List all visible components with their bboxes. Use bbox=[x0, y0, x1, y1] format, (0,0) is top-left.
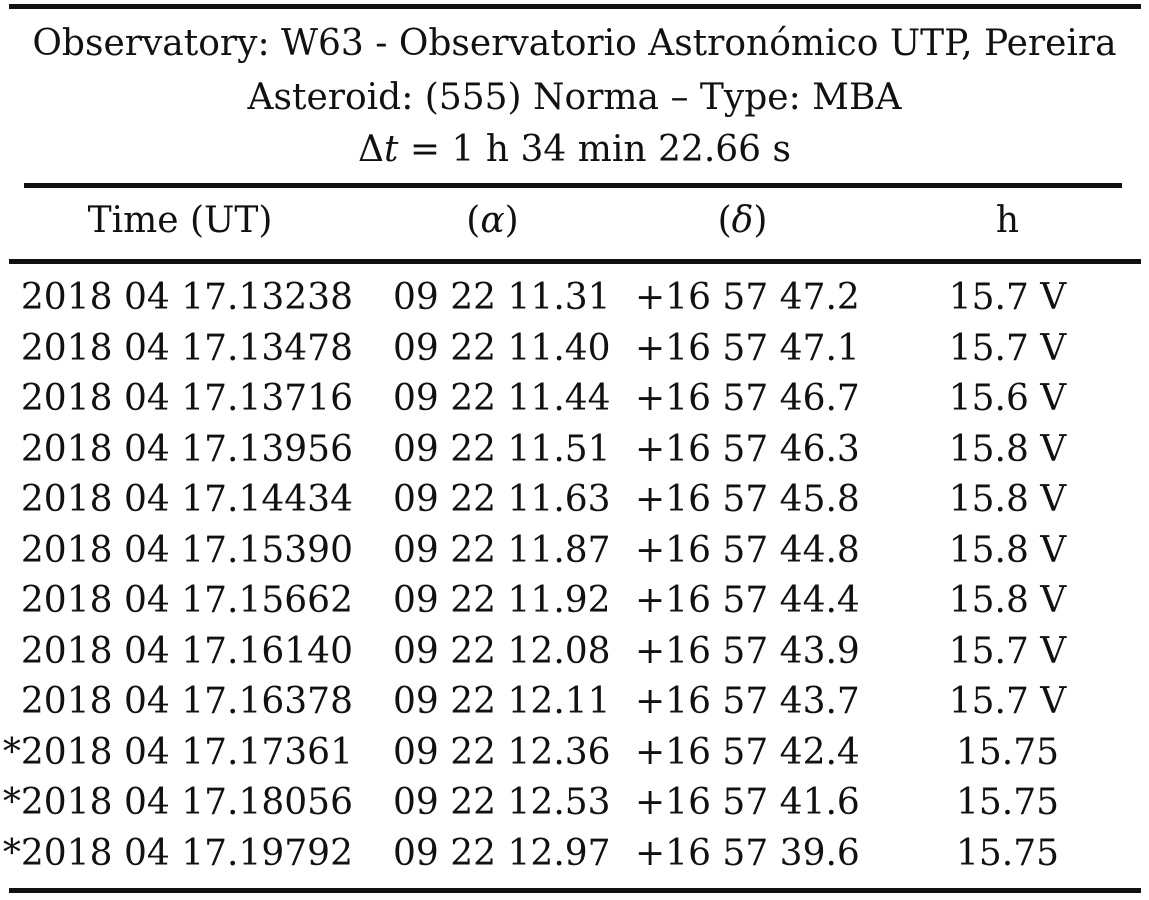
cell-declination: +16 57 47.1 bbox=[635, 327, 860, 369]
cell-right-ascension: 09 22 12.36 bbox=[393, 731, 611, 773]
cell-right-ascension: 09 22 11.40 bbox=[393, 327, 611, 369]
cell-right-ascension: 09 22 11.31 bbox=[393, 277, 611, 318]
table-row: *2018 04 17.19792 09 22 12.97 +16 57 39.6 1… bbox=[0, 829, 1149, 879]
delta-t-value: = 1 h 34 min 22.66 s bbox=[398, 129, 791, 170]
cell-magnitude: 15.8 V bbox=[948, 428, 1067, 470]
caption-delta-t: Δt = 1 h 34 min 22.66 s bbox=[0, 130, 1149, 170]
cell-time: 2018 04 17.13478 bbox=[20, 327, 353, 369]
cell-declination: +16 57 39.6 bbox=[635, 832, 860, 874]
cell-declination: +16 57 46.7 bbox=[635, 378, 860, 419]
table-row: 2018 04 17.13716 09 22 11.44 +16 57 46.7 15… bbox=[0, 374, 1149, 424]
cell-declination: +16 57 41.6 bbox=[635, 782, 860, 823]
caption-rule bbox=[24, 183, 1122, 188]
cell-right-ascension: 09 22 11.63 bbox=[393, 479, 611, 520]
delta-t-symbol: Δt bbox=[357, 129, 399, 170]
cell-declination: +16 57 46.3 bbox=[635, 428, 860, 470]
table-row: 2018 04 17.16140 09 22 12.08 +16 57 43.9 15… bbox=[0, 627, 1149, 677]
table-row: 2018 04 17.13238 09 22 11.31 +16 57 47.2 15… bbox=[0, 273, 1149, 323]
table-row: *2018 04 17.18056 09 22 12.53 +16 57 41.6 1… bbox=[0, 778, 1149, 828]
cell-time: 2018 04 17.16140 bbox=[20, 630, 353, 672]
cell-declination: +16 57 43.7 bbox=[635, 681, 860, 722]
cell-time: 2018 04 17.16378 bbox=[20, 681, 353, 722]
cell-right-ascension: 09 22 12.97 bbox=[393, 832, 611, 874]
cell-declination: +16 57 44.4 bbox=[635, 580, 860, 621]
cell-time: *2018 04 17.18056 bbox=[2, 782, 353, 823]
cell-time: 2018 04 17.15390 bbox=[20, 529, 353, 571]
caption-asteroid: Asteroid: (555) Norma – Type: MBA bbox=[247, 77, 902, 118]
cell-magnitude: 15.75 bbox=[955, 731, 1060, 773]
header-rule bbox=[9, 259, 1141, 264]
table-row: 2018 04 17.15662 09 22 11.92 +16 57 44.4 15… bbox=[0, 576, 1149, 626]
cell-magnitude: 15.8 V bbox=[948, 529, 1067, 571]
cell-magnitude: 15.75 bbox=[955, 832, 1060, 874]
table-row: 2018 04 17.13956 09 22 11.51 +16 57 46.3 15… bbox=[0, 425, 1149, 475]
table-row: 2018 04 17.16378 09 22 12.11 +16 57 43.7 15… bbox=[0, 677, 1149, 727]
cell-right-ascension: 09 22 12.53 bbox=[393, 782, 611, 823]
cell-time: *2018 04 17.17361 bbox=[2, 731, 353, 773]
cell-declination: +16 57 47.2 bbox=[635, 277, 860, 318]
cell-time: 2018 04 17.15662 bbox=[20, 580, 353, 621]
cell-right-ascension: 09 22 11.92 bbox=[393, 580, 611, 621]
table-row: 2018 04 17.13478 09 22 11.40 +16 57 47.1 15… bbox=[0, 324, 1149, 374]
header-right-ascension: (α) bbox=[466, 200, 519, 241]
cell-time: 2018 04 17.13238 bbox=[20, 277, 353, 318]
cell-declination: +16 57 44.8 bbox=[635, 529, 860, 571]
cell-right-ascension: 09 22 12.11 bbox=[393, 681, 611, 722]
cell-right-ascension: 09 22 11.87 bbox=[393, 529, 611, 571]
top-rule bbox=[9, 4, 1141, 9]
cell-magnitude: 15.7 V bbox=[948, 277, 1067, 318]
cell-magnitude: 15.7 V bbox=[948, 327, 1067, 369]
cell-magnitude: 15.7 V bbox=[948, 681, 1067, 722]
cell-right-ascension: 09 22 12.08 bbox=[393, 630, 611, 672]
cell-time: *2018 04 17.19792 bbox=[2, 832, 353, 874]
cell-declination: +16 57 42.4 bbox=[635, 731, 860, 773]
cell-magnitude: 15.8 V bbox=[948, 580, 1067, 621]
header-magnitude: h bbox=[995, 200, 1020, 241]
cell-time: 2018 04 17.13956 bbox=[20, 428, 353, 470]
cell-magnitude: 15.8 V bbox=[948, 479, 1067, 520]
cell-declination: +16 57 43.9 bbox=[635, 630, 860, 672]
table-row: 2018 04 17.15390 09 22 11.87 +16 57 44.8 15… bbox=[0, 526, 1149, 576]
bottom-rule bbox=[9, 888, 1141, 893]
cell-time: 2018 04 17.14434 bbox=[20, 479, 353, 520]
header-declination: (δ) bbox=[717, 200, 768, 241]
cell-right-ascension: 09 22 11.44 bbox=[393, 378, 611, 419]
caption-observatory: Observatory: W63 - Observatorio Astronóm… bbox=[32, 23, 1117, 64]
cell-magnitude: 15.7 V bbox=[948, 630, 1067, 672]
cell-right-ascension: 09 22 11.51 bbox=[393, 428, 611, 470]
header-time: Time (UT) bbox=[87, 200, 273, 241]
cell-time: 2018 04 17.13716 bbox=[20, 378, 353, 419]
table-row: 2018 04 17.14434 09 22 11.63 +16 57 45.8 15… bbox=[0, 475, 1149, 525]
table-row: *2018 04 17.17361 09 22 12.36 +16 57 42.4 1… bbox=[0, 728, 1149, 778]
cell-magnitude: 15.6 V bbox=[948, 378, 1067, 419]
cell-magnitude: 15.75 bbox=[955, 782, 1060, 823]
cell-declination: +16 57 45.8 bbox=[635, 479, 860, 520]
